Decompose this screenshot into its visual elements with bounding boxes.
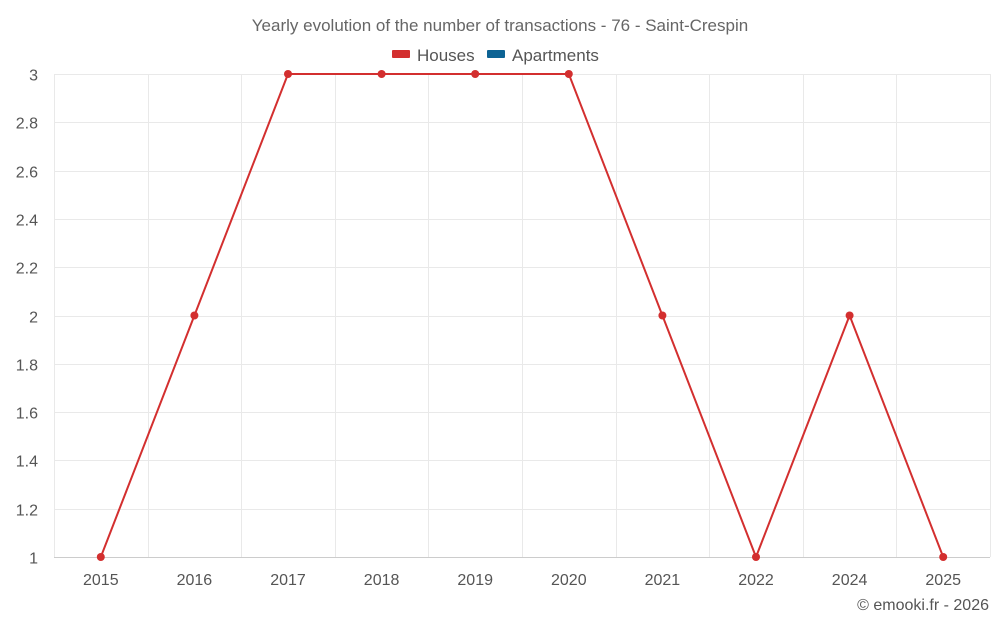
- y-tick-label: 1.8: [16, 358, 38, 375]
- data-point-houses[interactable]: [939, 553, 948, 561]
- y-axis-ticks: 1 1.2 1.4 1.6 1.8 2 2.2 2.4 2.6 2.8 3: [16, 68, 38, 568]
- x-tick-label: 2017: [270, 572, 306, 589]
- credit-text: © emooki.fr - 2026: [857, 597, 989, 614]
- legend-label-apartments: Apartments: [512, 46, 599, 65]
- y-tick-label: 2.6: [16, 165, 38, 182]
- legend-item-apartments[interactable]: Apartments: [487, 46, 599, 65]
- y-tick-label: 1: [29, 551, 38, 568]
- data-point-houses[interactable]: [96, 553, 105, 561]
- legend-item-houses[interactable]: Houses: [392, 46, 475, 65]
- series: [96, 70, 948, 561]
- y-tick-label: 1.4: [16, 454, 38, 471]
- y-tick-label: 2.8: [16, 116, 38, 133]
- y-tick-label: 2: [29, 310, 38, 327]
- x-tick-label: 2024: [832, 572, 868, 589]
- data-point-houses[interactable]: [845, 311, 854, 320]
- x-axis-ticks: 2015 2016 2017 2018 2019 2020 2021 2022 2024 2025: [83, 572, 961, 589]
- legend: Houses Apartments: [392, 46, 599, 65]
- data-point-houses[interactable]: [752, 553, 760, 561]
- legend-label-houses: Houses: [417, 46, 475, 65]
- data-point-houses[interactable]: [564, 70, 573, 78]
- legend-swatch-apartments: [487, 50, 505, 58]
- x-tick-label: 2022: [738, 572, 774, 589]
- data-point-houses[interactable]: [471, 70, 480, 78]
- y-tick-label: 3: [29, 68, 38, 85]
- series-line-houses: [99, 73, 945, 558]
- data-point-houses[interactable]: [284, 70, 292, 78]
- data-point-houses[interactable]: [377, 70, 386, 78]
- x-tick-label: 2018: [364, 572, 400, 589]
- chart-title: Yearly evolution of the number of transa…: [252, 16, 748, 35]
- x-tick-label: 2015: [83, 572, 119, 589]
- x-tick-label: 2020: [551, 572, 587, 589]
- x-tick-label: 2016: [177, 572, 213, 589]
- y-tick-label: 1.6: [16, 406, 38, 423]
- data-point-houses[interactable]: [190, 311, 199, 320]
- y-tick-label: 1.2: [16, 503, 38, 520]
- y-tick-label: 2.2: [16, 261, 38, 278]
- data-point-houses[interactable]: [658, 311, 667, 320]
- x-tick-label: 2021: [645, 572, 681, 589]
- x-tick-label: 2025: [925, 572, 961, 589]
- x-tick-label: 2019: [457, 572, 493, 589]
- legend-swatch-houses: [392, 50, 410, 58]
- y-tick-label: 2.4: [16, 213, 38, 230]
- grid: [54, 74, 991, 557]
